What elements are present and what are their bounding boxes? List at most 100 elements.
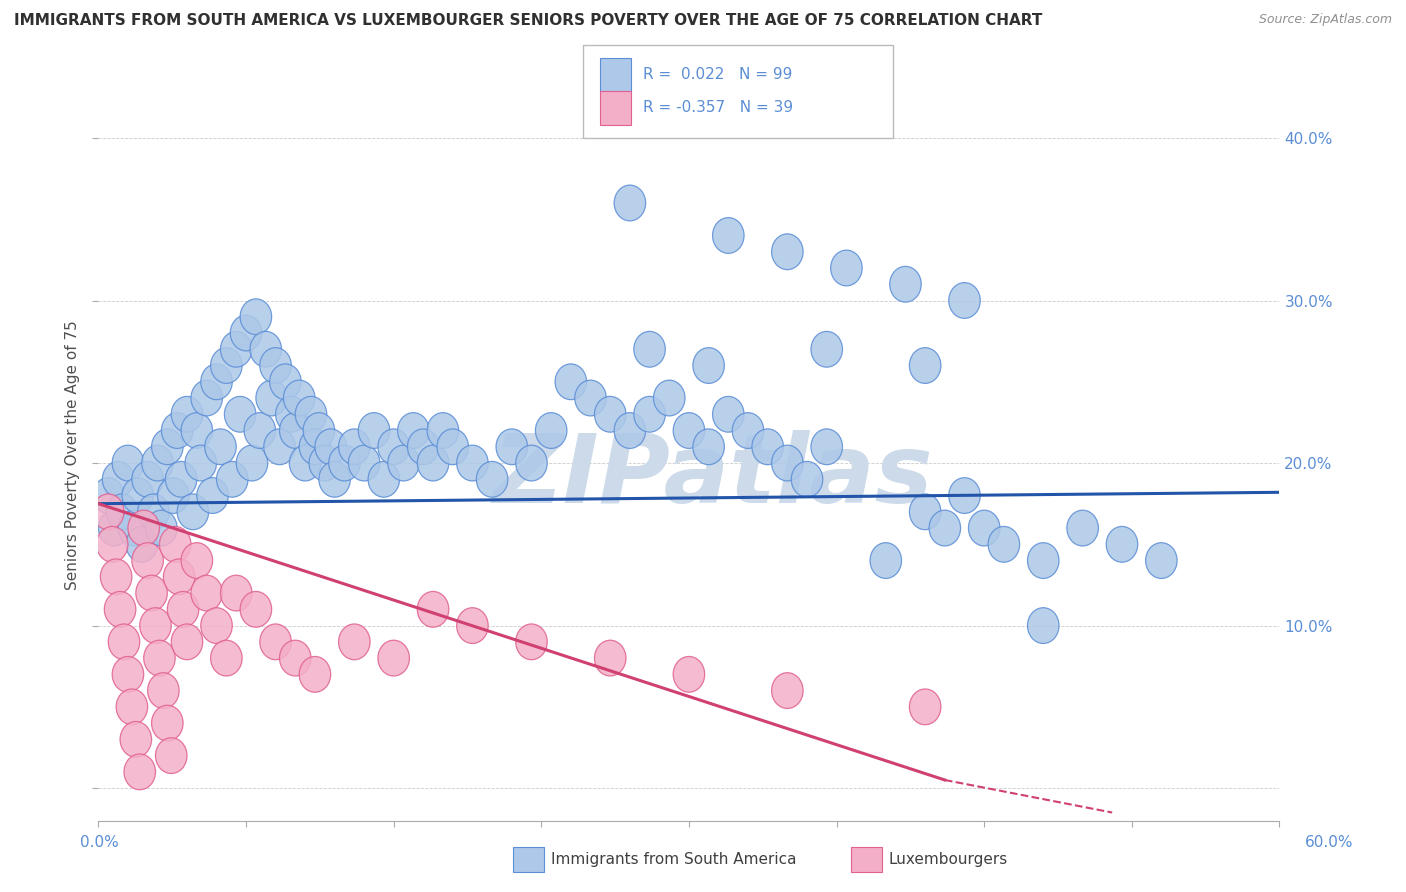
Ellipse shape — [408, 429, 439, 465]
Ellipse shape — [231, 315, 262, 351]
Ellipse shape — [378, 640, 409, 676]
Ellipse shape — [1028, 607, 1059, 643]
Ellipse shape — [156, 738, 187, 773]
Ellipse shape — [221, 575, 252, 611]
Text: Immigrants from South America: Immigrants from South America — [551, 853, 797, 867]
Ellipse shape — [713, 218, 744, 253]
Ellipse shape — [309, 445, 340, 481]
Ellipse shape — [250, 332, 281, 368]
Text: R =  0.022   N = 99: R = 0.022 N = 99 — [643, 68, 792, 82]
Ellipse shape — [634, 396, 665, 432]
Ellipse shape — [108, 624, 139, 660]
Ellipse shape — [1107, 526, 1137, 562]
Ellipse shape — [693, 348, 724, 384]
Ellipse shape — [124, 754, 156, 789]
Ellipse shape — [713, 396, 744, 432]
Ellipse shape — [264, 429, 295, 465]
Ellipse shape — [120, 722, 152, 757]
Ellipse shape — [132, 461, 163, 497]
Ellipse shape — [457, 445, 488, 481]
Ellipse shape — [112, 445, 143, 481]
Ellipse shape — [536, 413, 567, 449]
Ellipse shape — [112, 657, 143, 692]
Ellipse shape — [139, 607, 172, 643]
Ellipse shape — [792, 461, 823, 497]
Ellipse shape — [634, 332, 665, 368]
Ellipse shape — [93, 478, 124, 514]
Ellipse shape — [172, 396, 202, 432]
Ellipse shape — [97, 526, 128, 562]
Ellipse shape — [100, 559, 132, 595]
Ellipse shape — [595, 640, 626, 676]
Ellipse shape — [575, 380, 606, 416]
Text: Luxembourgers: Luxembourgers — [889, 853, 1008, 867]
Ellipse shape — [949, 478, 980, 514]
Ellipse shape — [284, 380, 315, 416]
Ellipse shape — [339, 429, 370, 465]
Ellipse shape — [122, 478, 153, 514]
Ellipse shape — [118, 510, 149, 546]
Ellipse shape — [359, 413, 389, 449]
Ellipse shape — [811, 332, 842, 368]
Ellipse shape — [191, 380, 222, 416]
Ellipse shape — [673, 657, 704, 692]
Ellipse shape — [555, 364, 586, 400]
Ellipse shape — [831, 250, 862, 285]
Ellipse shape — [295, 396, 326, 432]
Ellipse shape — [197, 478, 228, 514]
Ellipse shape — [225, 396, 256, 432]
Ellipse shape — [516, 624, 547, 660]
Ellipse shape — [811, 429, 842, 465]
Ellipse shape — [245, 413, 276, 449]
Ellipse shape — [201, 607, 232, 643]
Ellipse shape — [329, 445, 360, 481]
Ellipse shape — [276, 396, 307, 432]
Ellipse shape — [167, 591, 198, 627]
Ellipse shape — [398, 413, 429, 449]
Ellipse shape — [673, 413, 704, 449]
Ellipse shape — [772, 234, 803, 269]
Ellipse shape — [496, 429, 527, 465]
Ellipse shape — [870, 542, 901, 578]
Ellipse shape — [378, 429, 409, 465]
Ellipse shape — [159, 526, 191, 562]
Ellipse shape — [388, 445, 419, 481]
Text: 60.0%: 60.0% — [1305, 836, 1353, 850]
Ellipse shape — [304, 413, 335, 449]
Ellipse shape — [201, 364, 232, 400]
Ellipse shape — [142, 445, 173, 481]
Ellipse shape — [299, 657, 330, 692]
Ellipse shape — [148, 673, 179, 708]
Ellipse shape — [1028, 542, 1059, 578]
Text: ZIPatlas: ZIPatlas — [492, 430, 932, 524]
Ellipse shape — [240, 591, 271, 627]
Ellipse shape — [181, 413, 212, 449]
Ellipse shape — [733, 413, 763, 449]
Ellipse shape — [172, 624, 202, 660]
Ellipse shape — [138, 494, 169, 530]
Ellipse shape — [93, 494, 124, 530]
Text: 0.0%: 0.0% — [80, 836, 120, 850]
Ellipse shape — [162, 413, 193, 449]
Ellipse shape — [339, 624, 370, 660]
Ellipse shape — [910, 494, 941, 530]
Ellipse shape — [152, 706, 183, 741]
Ellipse shape — [614, 186, 645, 221]
Ellipse shape — [152, 429, 183, 465]
Y-axis label: Seniors Poverty Over the Age of 75: Seniors Poverty Over the Age of 75 — [65, 320, 80, 590]
Ellipse shape — [427, 413, 458, 449]
Ellipse shape — [772, 673, 803, 708]
Ellipse shape — [132, 542, 163, 578]
Ellipse shape — [211, 348, 242, 384]
Ellipse shape — [693, 429, 724, 465]
Ellipse shape — [240, 299, 271, 334]
Ellipse shape — [143, 640, 176, 676]
Ellipse shape — [217, 461, 247, 497]
Ellipse shape — [1146, 542, 1177, 578]
Ellipse shape — [418, 591, 449, 627]
Ellipse shape — [1067, 510, 1098, 546]
Ellipse shape — [654, 380, 685, 416]
Ellipse shape — [205, 429, 236, 465]
Ellipse shape — [319, 461, 350, 497]
Ellipse shape — [280, 640, 311, 676]
